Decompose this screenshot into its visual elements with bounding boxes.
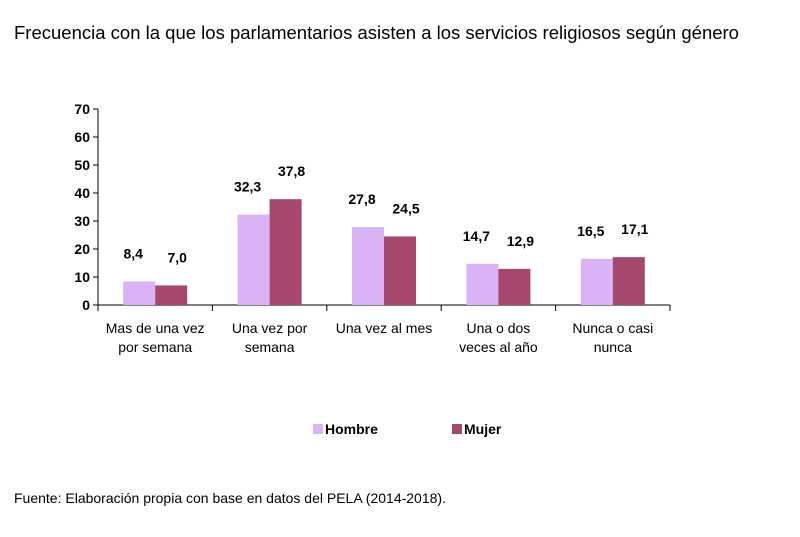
source-note: Fuente: Elaboración propia con base en d… (14, 490, 446, 506)
legend-swatch-hombre (313, 424, 323, 434)
bar-mujer (498, 268, 531, 305)
value-label: 24,5 (392, 200, 419, 216)
y-tick-label: 50 (74, 157, 90, 173)
y-tick-label: 0 (82, 297, 90, 313)
category-label: Una vez al mes (336, 320, 432, 336)
category-label: Una o dos veces al año (459, 320, 538, 355)
labels: 8,4 7,0 32,3 37,8 27,8 24,5 14,7 12,9 16,5 17,1 (123, 163, 648, 265)
y-tick-label: 40 (74, 185, 90, 201)
bar-mujer (269, 199, 302, 305)
y-tick-label: 20 (74, 241, 90, 257)
y-tick-label: 30 (74, 213, 90, 229)
category-label-line: Una vez al mes (336, 320, 432, 336)
value-label: 17,1 (621, 221, 648, 237)
bar-hombre (237, 214, 270, 305)
category-label-line: Mas de una vez (106, 320, 205, 336)
axes: 0 10 20 30 40 50 60 70 Mas de una vez por semana U… (74, 101, 671, 355)
bar-hombre (466, 263, 499, 305)
value-label: 8,4 (123, 245, 143, 261)
legend-label: Mujer (464, 421, 502, 437)
bar-hombre (123, 281, 156, 305)
category-label: Una vez por semana (232, 320, 308, 355)
value-label: 12,9 (507, 233, 534, 249)
value-label: 7,0 (167, 249, 187, 265)
value-label: 16,5 (577, 223, 604, 239)
bar-mujer (612, 257, 645, 305)
value-label: 32,3 (234, 179, 261, 195)
category-label-line: nunca (594, 339, 632, 355)
y-tick-label: 70 (74, 101, 90, 117)
bar-hombre (580, 258, 613, 305)
bar-hombre (352, 227, 384, 305)
y-tick-label: 10 (74, 269, 90, 285)
legend-swatch-mujer (452, 424, 462, 434)
y-tick-label: 60 (74, 129, 90, 145)
value-label: 27,8 (348, 191, 375, 207)
bar-chart: 0 10 20 30 40 50 60 70 Mas de una vez por semana U… (74, 101, 671, 437)
category-label-line: veces al año (459, 339, 538, 355)
value-label: 14,7 (463, 228, 490, 244)
category-label-line: por semana (118, 339, 192, 355)
chart-title: Frecuencia con la que los parlamentarios… (14, 22, 739, 43)
category-label: Mas de una vez por semana (106, 320, 205, 355)
legend-label: Hombre (325, 421, 378, 437)
category-label-line: Una vez por (232, 320, 308, 336)
category-label-line: Una o dos (466, 320, 530, 336)
bars (123, 199, 645, 305)
value-label: 37,8 (278, 163, 305, 179)
bar-mujer (155, 285, 188, 305)
category-label-line: semana (245, 339, 295, 355)
bar-mujer (384, 236, 416, 305)
legend: Hombre Mujer (313, 421, 502, 437)
category-label: Nunca o casi nunca (572, 320, 653, 355)
category-label-line: Nunca o casi (572, 320, 653, 336)
